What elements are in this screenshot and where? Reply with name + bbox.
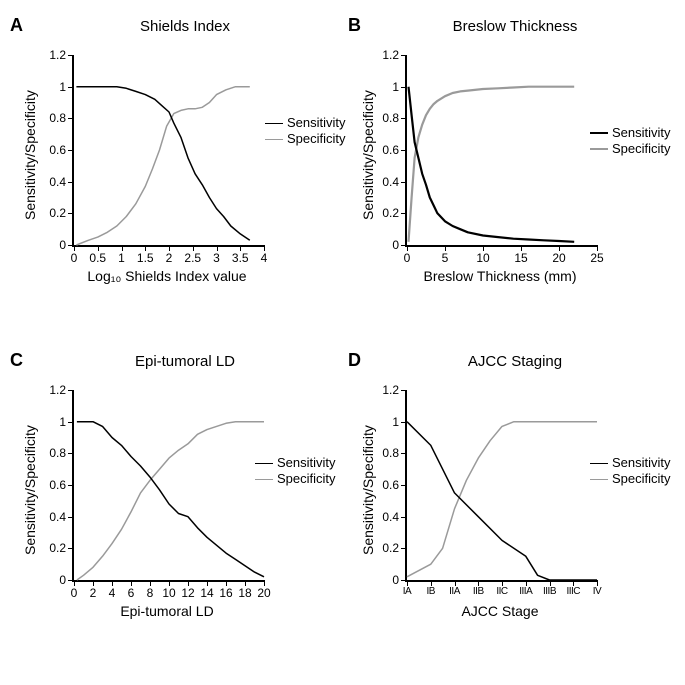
- panel-b-label: B: [348, 15, 361, 36]
- xtick-label: 15: [514, 245, 527, 265]
- xtick-label: IV: [593, 580, 601, 597]
- ytick-label: 0.4: [49, 510, 74, 524]
- ytick-label: 0.6: [382, 478, 407, 492]
- xtick-label: IB: [427, 580, 435, 597]
- legend-a: Sensitivity Specificity: [265, 115, 346, 148]
- ytick-label: 0.4: [382, 510, 407, 524]
- xtick-label: 4: [109, 580, 116, 600]
- xtick-label: IA: [403, 580, 411, 597]
- ytick-label: 1.2: [382, 383, 407, 397]
- xtick-label: 16: [219, 580, 232, 600]
- ytick-label: 0.2: [49, 541, 74, 555]
- xtick-label: 10: [476, 245, 489, 265]
- xtick-label: 12: [181, 580, 194, 600]
- xtick-label: IIIC: [566, 580, 580, 597]
- xtick-label: 2.5: [184, 245, 201, 265]
- xtick-label: 5: [442, 245, 449, 265]
- plot-b: 00.20.40.60.811.20510152025: [405, 55, 597, 247]
- plot-a-lines: [74, 55, 264, 245]
- panel-a-ylabel: Sensitivity/Specificity: [22, 90, 38, 220]
- ytick-label: 0.8: [382, 111, 407, 125]
- plot-c-lines: [74, 390, 264, 580]
- xtick-label: 1: [118, 245, 125, 265]
- ytick-label: 1.2: [49, 48, 74, 62]
- xtick-label: 0: [71, 245, 78, 265]
- ytick-label: 1: [59, 80, 74, 94]
- panel-c-xlabel: Epi-tumoral LD: [72, 603, 262, 619]
- xtick-label: 1.5: [137, 245, 154, 265]
- plot-b-lines: [407, 55, 597, 245]
- legend-d: Sensitivity Specificity: [590, 455, 671, 488]
- panel-d-title: AJCC Staging: [430, 353, 600, 370]
- ytick-label: 0.6: [382, 143, 407, 157]
- ytick-label: 1: [59, 415, 74, 429]
- ytick-label: 1.2: [49, 383, 74, 397]
- xtick-label: 3: [213, 245, 220, 265]
- xtick-label: 8: [147, 580, 154, 600]
- legend-b-sens: Sensitivity: [612, 125, 671, 141]
- xtick-label: IIA: [449, 580, 460, 597]
- xtick-label: IIC: [496, 580, 507, 597]
- xtick-label: 0: [71, 580, 78, 600]
- panel-c-ylabel: Sensitivity/Specificity: [22, 425, 38, 555]
- plot-a: 00.20.40.60.811.200.511.522.533.54: [72, 55, 264, 247]
- ytick-label: 0.2: [382, 206, 407, 220]
- legend-c: Sensitivity Specificity: [255, 455, 336, 488]
- xtick-label: 4: [261, 245, 268, 265]
- xtick-label: 0: [404, 245, 411, 265]
- ytick-label: 0.2: [49, 206, 74, 220]
- ytick-label: 0.8: [382, 446, 407, 460]
- xtick-label: IIB: [473, 580, 484, 597]
- ytick-label: 0.6: [49, 143, 74, 157]
- xtick-label: 3.5: [232, 245, 249, 265]
- legend-b-spec: Specificity: [612, 141, 671, 157]
- legend-a-sens: Sensitivity: [287, 115, 346, 131]
- ytick-label: 0.4: [382, 175, 407, 189]
- ytick-label: 1.2: [382, 48, 407, 62]
- ytick-label: 0.8: [49, 446, 74, 460]
- panel-c-title: Epi-tumoral LD: [110, 353, 260, 370]
- ytick-label: 1: [392, 415, 407, 429]
- xtick-label: 2: [166, 245, 173, 265]
- figure-root: A Shields Index Sensitivity/Specificity …: [0, 0, 685, 685]
- panel-a-xlabel: Log₁₀ Shields Index value: [72, 268, 262, 284]
- plot-d: 00.20.40.60.811.2IAIBIIAIIBIICIIIAIIIBII…: [405, 390, 597, 582]
- ytick-label: 0.6: [49, 478, 74, 492]
- panel-d-label: D: [348, 350, 361, 371]
- xtick-label: 20: [552, 245, 565, 265]
- xtick-label: IIIB: [543, 580, 556, 597]
- panel-d-ylabel: Sensitivity/Specificity: [360, 425, 376, 555]
- legend-c-sens: Sensitivity: [277, 455, 336, 471]
- panel-b-ylabel: Sensitivity/Specificity: [360, 90, 376, 220]
- plot-d-lines: [407, 390, 597, 580]
- xtick-label: 18: [238, 580, 251, 600]
- panel-a-title: Shields Index: [110, 18, 260, 35]
- legend-c-spec: Specificity: [277, 471, 336, 487]
- xtick-label: 20: [257, 580, 270, 600]
- panel-a-label: A: [10, 15, 23, 36]
- legend-d-spec: Specificity: [612, 471, 671, 487]
- panel-d-xlabel: AJCC Stage: [405, 603, 595, 619]
- xtick-label: 0.5: [89, 245, 106, 265]
- legend-a-spec: Specificity: [287, 131, 346, 147]
- ytick-label: 0.4: [49, 175, 74, 189]
- ytick-label: 0.2: [382, 541, 407, 555]
- xtick-label: 6: [128, 580, 135, 600]
- panel-c-label: C: [10, 350, 23, 371]
- legend-d-sens: Sensitivity: [612, 455, 671, 471]
- xtick-label: 2: [90, 580, 97, 600]
- xtick-label: 25: [590, 245, 603, 265]
- plot-c: 00.20.40.60.811.202468101214161820: [72, 390, 264, 582]
- xtick-label: 14: [200, 580, 213, 600]
- panel-b-xlabel: Breslow Thickness (mm): [405, 268, 595, 284]
- panel-b-title: Breslow Thickness: [430, 18, 600, 35]
- legend-b: Sensitivity Specificity: [590, 125, 671, 158]
- xtick-label: 10: [162, 580, 175, 600]
- xtick-label: IIIA: [519, 580, 532, 597]
- ytick-label: 0.8: [49, 111, 74, 125]
- ytick-label: 1: [392, 80, 407, 94]
